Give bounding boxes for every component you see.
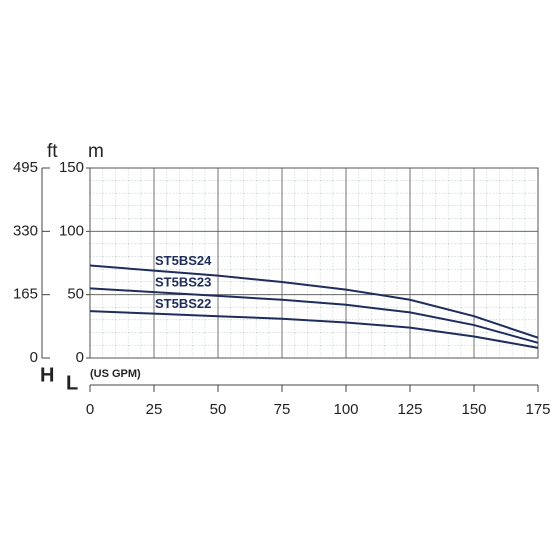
x-axis-label: (US GPM) bbox=[90, 368, 141, 380]
x-tick-label: 175 bbox=[525, 401, 550, 418]
y2-tick-label: 165 bbox=[13, 286, 38, 303]
series-label: ST5BS23 bbox=[155, 275, 211, 290]
series-label: ST5BS24 bbox=[155, 253, 212, 268]
series-label: ST5BS22 bbox=[155, 296, 211, 311]
plot-area bbox=[89, 167, 539, 359]
x-tick-label: 100 bbox=[333, 401, 358, 418]
x-tick-label: 25 bbox=[146, 401, 163, 418]
y2-tick-label: 495 bbox=[13, 159, 38, 176]
y-tick-label: 0 bbox=[76, 349, 84, 366]
y2-unit: ft bbox=[47, 141, 58, 162]
y2-tick-label: 0 bbox=[30, 349, 38, 366]
y-tick-label: 100 bbox=[59, 222, 84, 239]
series-line bbox=[89, 287, 539, 344]
y2-tick-label: 330 bbox=[13, 222, 38, 239]
h-label: H bbox=[40, 364, 54, 386]
y-tick-label: 150 bbox=[59, 159, 84, 176]
x-tick-label: 0 bbox=[86, 401, 94, 418]
y-unit: m bbox=[88, 141, 104, 162]
series-line bbox=[89, 310, 539, 349]
x-tick-label: 50 bbox=[210, 401, 227, 418]
x-tick-label: 75 bbox=[274, 401, 291, 418]
series-line bbox=[89, 264, 539, 339]
l-label: L bbox=[66, 372, 78, 394]
y-tick-label: 50 bbox=[67, 286, 84, 303]
x-tick-label: 125 bbox=[397, 401, 422, 418]
x-tick-label: 150 bbox=[461, 401, 486, 418]
